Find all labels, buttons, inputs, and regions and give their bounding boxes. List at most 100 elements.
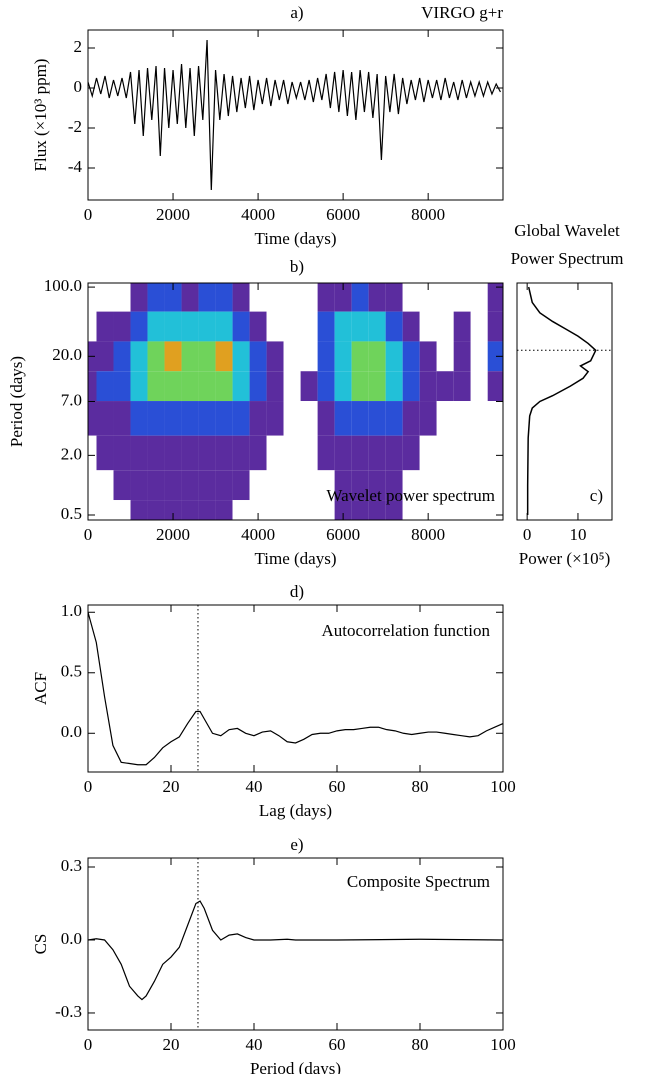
heat-cell bbox=[164, 470, 182, 501]
heat-cell bbox=[164, 283, 182, 312]
x-tick-label: 60 bbox=[329, 1035, 346, 1054]
y-tick-label: -2 bbox=[68, 117, 82, 136]
panel-title: Global Wavelet bbox=[514, 221, 620, 240]
heat-cell bbox=[232, 283, 250, 312]
y-axis-label: Flux (×10³ ppm) bbox=[31, 59, 50, 172]
heat-cell bbox=[215, 500, 233, 520]
heat-cell bbox=[215, 435, 233, 471]
heat-cell bbox=[470, 311, 488, 342]
heat-cell bbox=[113, 401, 131, 436]
x-tick-label: 40 bbox=[246, 777, 263, 796]
heat-cell bbox=[419, 401, 437, 436]
x-tick-label: 2000 bbox=[156, 205, 190, 224]
heat-cell bbox=[147, 500, 165, 520]
y-tick-label: 0.5 bbox=[61, 504, 82, 523]
heat-cell bbox=[436, 470, 454, 501]
plot-frame bbox=[87, 857, 504, 1031]
y-axis-label: CS bbox=[31, 934, 50, 955]
heat-cell bbox=[300, 435, 318, 471]
heat-cell bbox=[198, 435, 216, 471]
heat-cell bbox=[215, 401, 233, 436]
annotation: c) bbox=[590, 486, 603, 505]
heat-cell bbox=[283, 500, 301, 520]
heat-cell bbox=[470, 470, 488, 501]
heat-cell bbox=[232, 435, 250, 471]
heat-cell bbox=[402, 311, 420, 342]
heat-cell bbox=[453, 283, 471, 312]
heat-cell bbox=[368, 311, 386, 342]
heat-cell bbox=[232, 311, 250, 342]
heat-cell bbox=[402, 435, 420, 471]
heat-cell bbox=[96, 371, 114, 402]
heat-cell bbox=[88, 311, 97, 342]
x-tick-label: 40 bbox=[246, 1035, 263, 1054]
heat-cell bbox=[181, 283, 199, 312]
heat-cell bbox=[113, 311, 131, 342]
heat-cell bbox=[300, 341, 318, 372]
y-tick-label: -4 bbox=[68, 157, 83, 176]
heat-cell bbox=[249, 470, 267, 501]
annotation: Composite Spectrum bbox=[347, 872, 490, 891]
heat-cell bbox=[368, 500, 386, 520]
heat-cell bbox=[368, 401, 386, 436]
heat-cell bbox=[436, 500, 454, 520]
y-tick-label: 100.0 bbox=[44, 276, 82, 295]
heat-cell bbox=[351, 470, 369, 501]
heat-cell bbox=[453, 470, 471, 501]
heat-cell bbox=[283, 470, 301, 501]
heat-cell bbox=[300, 283, 318, 312]
heat-cell bbox=[300, 500, 318, 520]
heat-cell bbox=[198, 283, 216, 312]
heat-cell bbox=[249, 311, 267, 342]
heat-cell bbox=[368, 341, 386, 372]
x-tick-label: 0 bbox=[84, 205, 93, 224]
y-tick-label: 1.0 bbox=[61, 601, 82, 620]
heat-cell bbox=[113, 371, 131, 402]
heat-cell bbox=[198, 470, 216, 501]
heat-cell bbox=[402, 283, 420, 312]
heat-cell bbox=[334, 470, 352, 501]
heat-cell bbox=[351, 500, 369, 520]
heat-cell bbox=[88, 435, 97, 471]
heat-cell bbox=[317, 283, 335, 312]
heat-cell bbox=[487, 371, 503, 402]
x-tick-label: 8000 bbox=[411, 205, 445, 224]
heat-cell bbox=[113, 470, 131, 501]
heat-cell bbox=[470, 500, 488, 520]
heat-cell bbox=[453, 341, 471, 372]
x-tick-label: 0 bbox=[84, 525, 93, 544]
heat-cell bbox=[419, 341, 437, 372]
x-axis-label: Lag (days) bbox=[259, 801, 332, 820]
heat-cell bbox=[368, 371, 386, 402]
heat-cell bbox=[88, 371, 97, 402]
heat-cell bbox=[334, 283, 352, 312]
x-tick-label: 20 bbox=[163, 1035, 180, 1054]
heat-cell bbox=[232, 371, 250, 402]
heat-cell bbox=[96, 500, 114, 520]
heat-cell bbox=[385, 283, 403, 312]
heat-cell bbox=[96, 470, 114, 501]
heat-cell bbox=[88, 470, 97, 501]
heat-cell bbox=[453, 371, 471, 402]
heat-cell bbox=[436, 371, 454, 402]
heat-cell bbox=[198, 401, 216, 436]
x-tick-label: 4000 bbox=[241, 525, 275, 544]
heat-cell bbox=[113, 500, 131, 520]
heat-cell bbox=[283, 435, 301, 471]
heat-cell bbox=[232, 341, 250, 372]
panel-label: e) bbox=[290, 835, 303, 854]
x-tick-label: 80 bbox=[412, 777, 429, 796]
heat-cell bbox=[181, 311, 199, 342]
heat-cell bbox=[232, 500, 250, 520]
heat-cell bbox=[249, 371, 267, 402]
y-axis-label: ACF bbox=[31, 672, 50, 705]
heat-cell bbox=[300, 470, 318, 501]
x-axis-label: Power (×10⁵) bbox=[519, 549, 611, 568]
heat-cell bbox=[249, 500, 267, 520]
heat-cell bbox=[385, 311, 403, 342]
x-tick-label: 0 bbox=[84, 1035, 93, 1054]
heat-cell bbox=[385, 341, 403, 372]
heat-cell bbox=[130, 371, 148, 402]
heat-cell bbox=[402, 470, 420, 501]
heat-cell bbox=[351, 311, 369, 342]
